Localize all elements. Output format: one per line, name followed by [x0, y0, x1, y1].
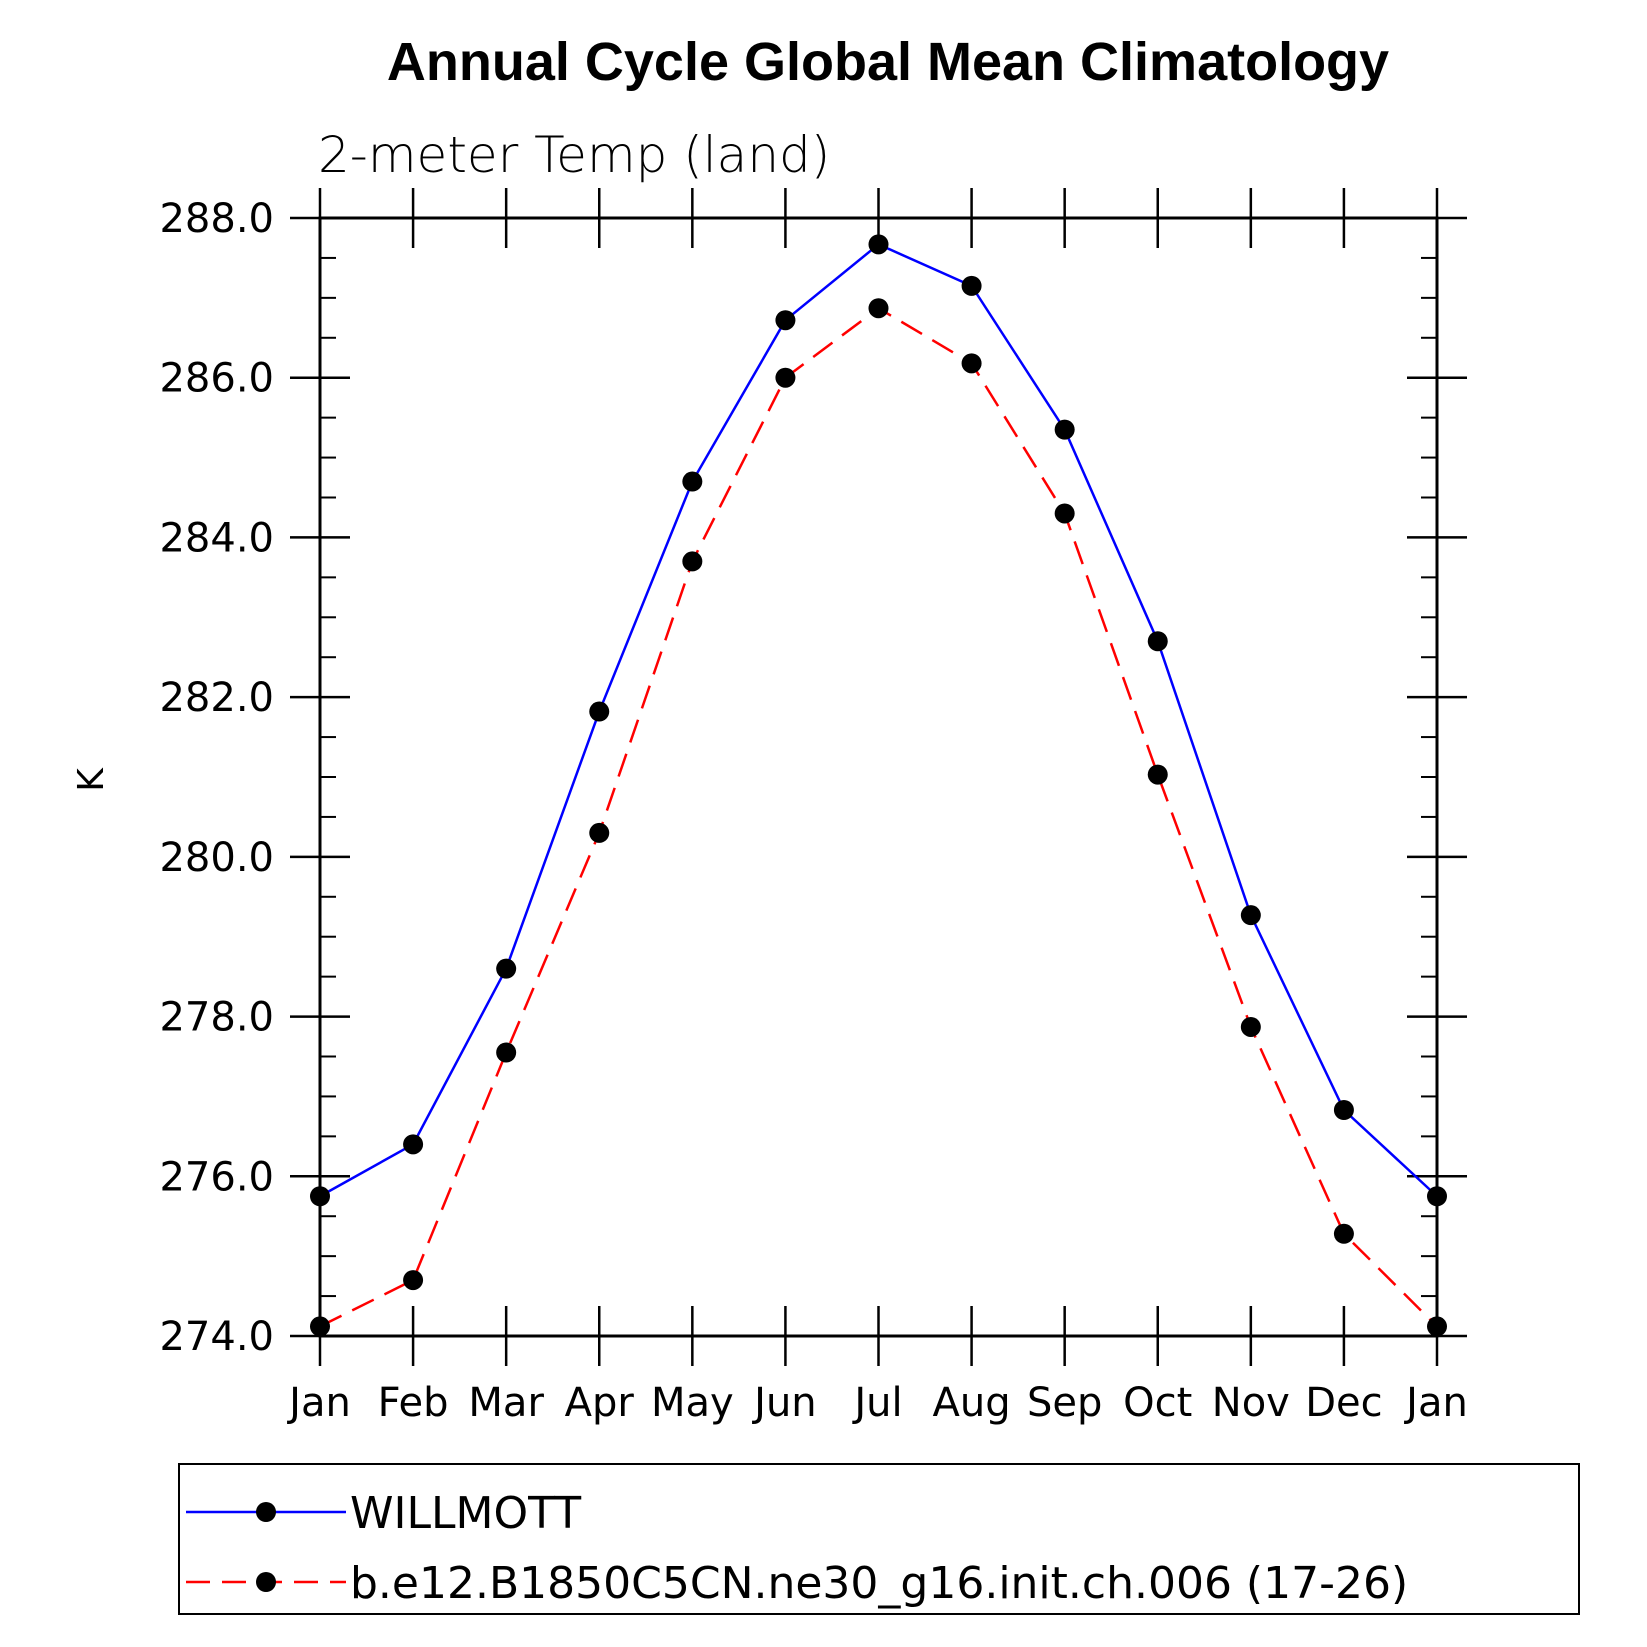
series-1-point [1147, 631, 1168, 652]
legend-label-1: WILLMOTT [350, 1488, 581, 1539]
legend-box [178, 1463, 1580, 1615]
y-tick-label: 286.0 [159, 356, 274, 402]
series-1-point [868, 234, 889, 255]
x-tick-labels: Jan Feb Mar Apr May Jun Jul Aug Sep Oct Nov Dec Jan [286, 1380, 1468, 1426]
x-tick-label: Apr [565, 1380, 635, 1426]
series-1-point [1054, 419, 1075, 440]
y-tick-label: 288.0 [159, 196, 274, 242]
x-tick-label: Jan [286, 1380, 351, 1426]
x-tick-label: Feb [378, 1380, 449, 1426]
y-tick-label: 278.0 [159, 995, 274, 1041]
series-2-point [868, 298, 889, 319]
legend: WILLMOTT b.e12.B1850C5CN.ne30_g16.init.ch… [178, 1463, 1580, 1615]
y-tick-label: 274.0 [159, 1314, 274, 1360]
series-2-point [1054, 503, 1075, 524]
series-1-point [1333, 1100, 1354, 1121]
series-1-point [961, 275, 982, 296]
series-2-point [1240, 1016, 1261, 1037]
x-tick-label: Mar [468, 1380, 544, 1426]
y-tick-label: 282.0 [159, 675, 274, 721]
series-2-point [682, 551, 703, 572]
x-tick-label: Oct [1123, 1380, 1192, 1426]
series-line-2 [319, 306, 1438, 1328]
plot-frame [318, 216, 1439, 1338]
series-2-point [1147, 764, 1168, 785]
y-tick-label: 276.0 [159, 1154, 274, 1200]
x-tick-label: Dec [1305, 1380, 1382, 1426]
series-2-point [403, 1270, 424, 1291]
legend-marker-1 [256, 1502, 276, 1522]
series-line-1 [319, 242, 1438, 1198]
chart-subtitle: 2-meter Temp (land) [318, 126, 830, 184]
series-1-point [775, 310, 796, 331]
x-tick-label: Jul [851, 1380, 902, 1426]
series-1-point [682, 471, 703, 492]
series-1-point [1240, 905, 1261, 926]
y-tick-labels: 274.0 276.0 278.0 280.0 282.0 284.0 286.0 288.0 [159, 196, 274, 1360]
x-tick-label: Sep [1027, 1380, 1102, 1426]
series-1-point [589, 701, 610, 722]
y-tick-label: 284.0 [159, 515, 274, 561]
axis-ticks [290, 188, 1467, 1366]
series-2-point [496, 1042, 517, 1063]
series-1-point [403, 1134, 424, 1155]
series-2-point [589, 822, 610, 843]
legend-marker-2 [256, 1572, 276, 1592]
x-tick-label: Nov [1212, 1380, 1290, 1426]
x-tick-label: Jan [1403, 1380, 1468, 1426]
series-2-point [961, 353, 982, 374]
y-axis-label: K [71, 767, 112, 792]
y-tick-label: 280.0 [159, 835, 274, 881]
legend-label-2: b.e12.B1850C5CN.ne30_g16.init.ch.006 (17… [350, 1558, 1408, 1609]
series-2-point [775, 367, 796, 388]
series-lines [319, 242, 1438, 1328]
series-1-point [496, 958, 517, 979]
series-markers [310, 234, 1447, 1337]
series-2-point [1333, 1223, 1354, 1244]
x-tick-label: Aug [933, 1380, 1011, 1426]
x-tick-label: Jun [751, 1380, 817, 1426]
legend-items: WILLMOTT b.e12.B1850C5CN.ne30_g16.init.ch… [186, 1488, 1408, 1609]
chart-title: Annual Cycle Global Mean Climatology [387, 32, 1389, 92]
x-tick-label: May [651, 1380, 734, 1426]
